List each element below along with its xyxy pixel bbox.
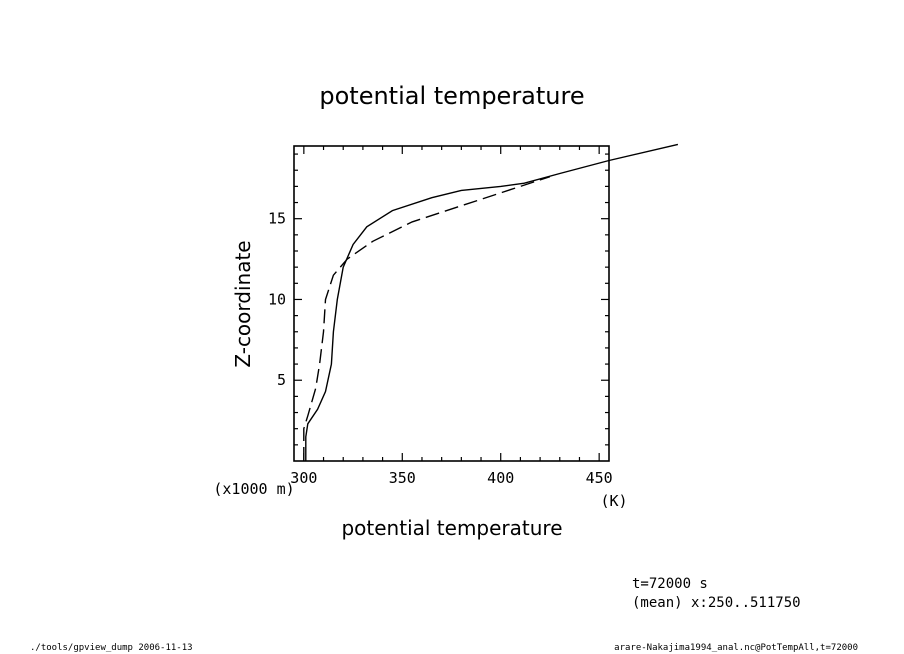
time-annotation: t=72000 s — [632, 576, 708, 592]
x-tick-label: 300 — [290, 469, 317, 487]
chart-title: potential temperature — [319, 82, 584, 110]
x-tick-label: 400 — [487, 469, 514, 487]
mean-annotation: (mean) x:250..511750 — [632, 595, 801, 611]
axis-ticks: 300 350 400 450 5 10 15 — [268, 146, 613, 487]
y-axis-label: Z-coordinate — [231, 240, 255, 367]
y-tick-label: 5 — [277, 371, 286, 389]
series-lines — [303, 143, 679, 461]
x-tick-label: 450 — [586, 469, 613, 487]
dashed-profile-line — [303, 176, 551, 461]
y-tick-label: 15 — [268, 210, 286, 228]
footer-left: ./tools/gpview_dump 2006-11-13 — [30, 643, 193, 653]
footer-right: arare-Nakajima1994_anal.nc@PotTempAll,t=… — [614, 643, 858, 653]
x-tick-label: 350 — [389, 469, 416, 487]
plot-frame — [293, 145, 610, 462]
solid-profile-line — [305, 143, 679, 461]
x-axis-label: potential temperature — [341, 516, 562, 540]
x-axis-unit: (K) — [600, 492, 627, 510]
y-axis-unit: (x1000 m) — [213, 480, 294, 498]
y-tick-label: 10 — [268, 290, 286, 308]
